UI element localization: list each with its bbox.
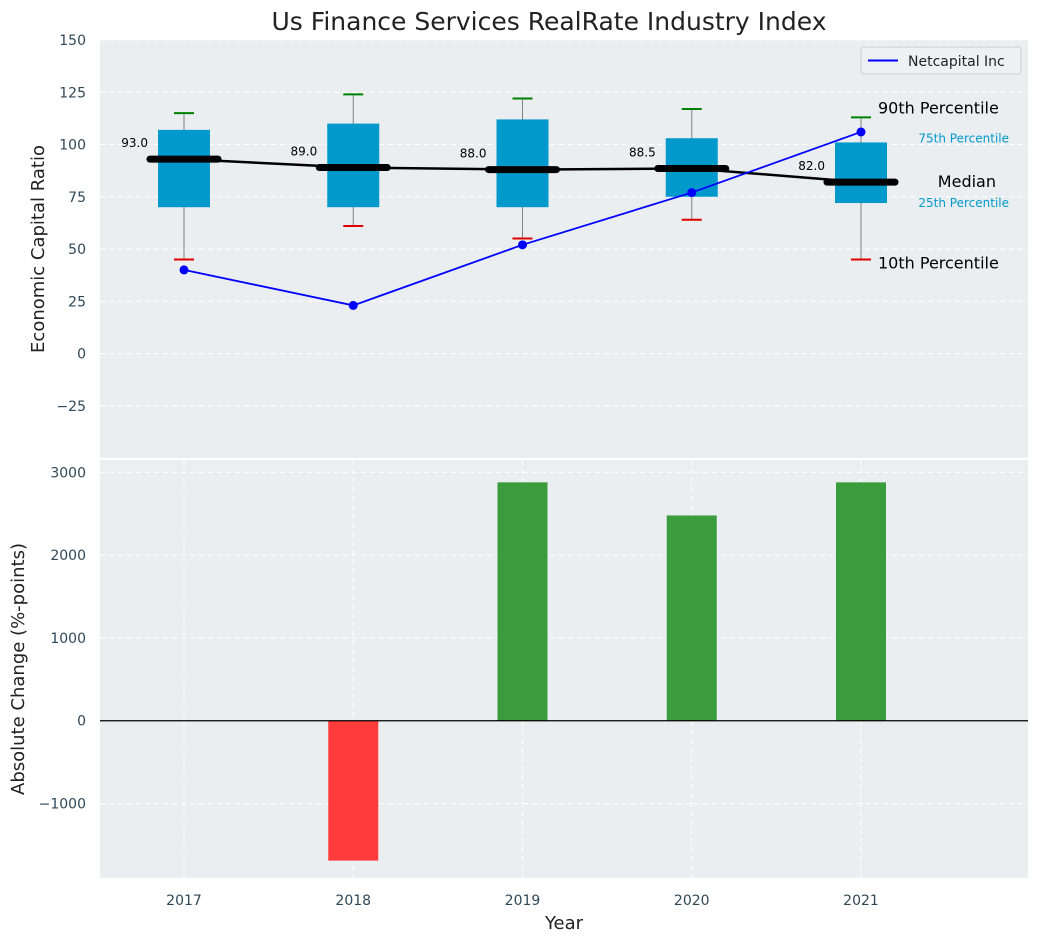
company-point (518, 240, 527, 250)
iqr-box (496, 119, 549, 208)
median-value-label: 88.5 (629, 146, 656, 160)
median-value-label: 82.0 (798, 159, 825, 173)
legend-box (860, 46, 1022, 75)
top-y-tick-label: 25 (68, 294, 86, 310)
top-y-axis-label: Economic Capital Ratio (28, 145, 49, 353)
bottom-y-tick-label: −1000 (39, 797, 86, 813)
x-tick-label: 2018 (335, 893, 371, 909)
bottom-plot-area (100, 460, 1028, 878)
top-y-tick-label: 0 (77, 347, 86, 363)
change-bar (497, 482, 548, 721)
change-bar (666, 515, 717, 721)
iqr-box (158, 129, 210, 208)
bottom-y-tick-label: 1000 (50, 631, 86, 647)
change-bars (328, 482, 886, 861)
x-axis-label: Year (544, 913, 584, 934)
chart-title: Us Finance Services RealRate Industry In… (272, 7, 827, 36)
median-value-label: 89.0 (291, 144, 318, 158)
bottom-y-axis-label: Absolute Change (%-points) (8, 543, 29, 795)
company-series (179, 127, 866, 310)
legend: Netcapital Inc (860, 46, 1022, 75)
bottom-y-ticks: −1000 0 1000 2000 3000 (39, 465, 86, 812)
x-tick-label: 2021 (843, 893, 879, 909)
top-y-tick-label: 125 (59, 85, 86, 101)
percentile-annotations: 90th Percentile 75th Percentile Median 25th… (878, 98, 1009, 272)
top-y-tick-label: −25 (56, 399, 86, 415)
median-value-label: 93.0 (121, 136, 148, 150)
top-y-tick-label: 75 (68, 190, 86, 206)
bottom-y-tick-label: 3000 (50, 465, 86, 481)
x-ticks: 2017 2018 2019 2020 2021 (166, 893, 879, 909)
bottom-y-tick-label: 2000 (50, 548, 86, 564)
iqr-box (835, 142, 887, 204)
p90-annotation: 90th Percentile (878, 98, 999, 117)
x-tick-label: 2017 (166, 893, 202, 909)
p75-annotation: 75th Percentile (918, 131, 1009, 145)
top-y-tick-label: 100 (59, 138, 86, 154)
company-point (179, 265, 189, 275)
x-tick-label: 2020 (674, 893, 710, 909)
legend-label: Netcapital Inc (908, 54, 1005, 70)
change-bar (836, 482, 886, 721)
company-point (856, 127, 866, 137)
top-gridlines (100, 39, 1028, 407)
x-tick-label: 2019 (505, 893, 541, 909)
p10-annotation: 10th Percentile (878, 253, 999, 272)
company-point (687, 188, 697, 198)
median-annotation: Median (938, 172, 996, 191)
company-point (348, 300, 358, 310)
p25-annotation: 25th Percentile (918, 196, 1009, 210)
top-y-tick-label: 150 (59, 33, 86, 49)
top-y-tick-label: 50 (68, 242, 86, 258)
bottom-y-tick-label: 0 (77, 714, 86, 730)
median-value-label: 88.0 (460, 147, 487, 161)
top-y-ticks: −25 0 25 50 75 100 125 150 (56, 33, 86, 415)
change-bar (328, 720, 379, 861)
